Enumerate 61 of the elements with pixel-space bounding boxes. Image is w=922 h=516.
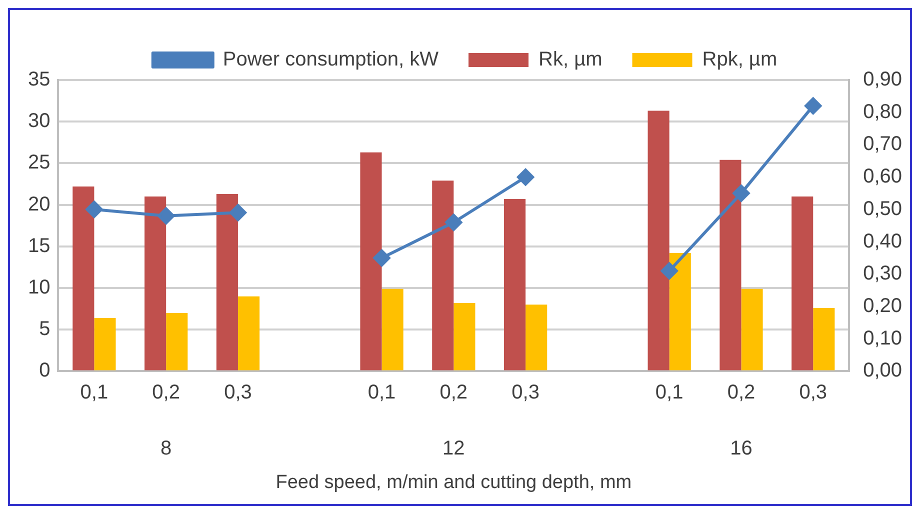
y-tick-label: 15 <box>28 234 50 257</box>
bar <box>432 180 454 370</box>
text: 16 <box>730 438 752 460</box>
point <box>517 168 534 186</box>
bar <box>669 253 691 370</box>
bar <box>720 160 742 370</box>
y-tick-label: 0 <box>39 360 50 382</box>
bar <box>741 288 763 370</box>
legend-label: Rk, µm <box>538 48 602 71</box>
y2-tick-label: 0,10 <box>863 327 902 350</box>
bar <box>238 296 260 370</box>
x-tick-label: 0,1 <box>80 382 108 404</box>
x-tick-label: 0,3 <box>224 382 252 404</box>
x-tick-label: 0,3 <box>799 382 828 404</box>
y-tick-label: 30 <box>28 110 50 132</box>
text: 8 <box>160 438 172 460</box>
y2-tick-label: 0,70 <box>863 133 902 156</box>
text: 12 <box>442 438 465 460</box>
point <box>660 262 678 280</box>
y-tick-label: 35 <box>28 68 50 91</box>
x-tick-label: 0,1 <box>368 382 396 404</box>
legend-label: Rpk, µm <box>702 48 778 71</box>
x-tick-label: 0,1 <box>655 382 684 404</box>
y-tick-label: 10 <box>28 276 50 299</box>
point <box>229 204 246 222</box>
bar <box>72 186 94 370</box>
y-tick-label: 5 <box>39 318 50 340</box>
y-tick-label: 20 <box>28 193 50 216</box>
y2-tick-label: 0,20 <box>863 295 902 318</box>
point <box>86 200 103 218</box>
bar <box>166 312 188 370</box>
bar <box>94 318 116 370</box>
y2-tick-label: 0,60 <box>863 166 902 188</box>
bar <box>382 288 404 370</box>
point <box>445 214 462 231</box>
bar <box>792 196 814 370</box>
bar <box>144 196 166 370</box>
y-tick-label: 25 <box>28 152 50 174</box>
bar <box>648 110 670 370</box>
x-tick-label: 0,3 <box>512 382 540 404</box>
y2-tick-label: 0,30 <box>863 262 902 285</box>
bar <box>454 302 476 370</box>
x-tick-label: 0,2 <box>440 382 468 404</box>
bar <box>360 152 382 370</box>
legend-label: Power consumption, kW <box>222 48 439 71</box>
y2-tick-label: 0,00 <box>863 360 902 382</box>
y2-tick-label: 0,90 <box>863 68 902 91</box>
point <box>158 207 175 224</box>
y2-tick-label: 0,40 <box>863 230 902 252</box>
bar <box>504 198 526 370</box>
x-tick-label: 0,2 <box>152 382 180 404</box>
point <box>804 97 822 114</box>
y2-tick-label: 0,50 <box>863 198 902 220</box>
bar <box>216 194 238 370</box>
x-axis-title: Feed speed, m/min and cutting depth, mm <box>276 472 632 493</box>
point <box>732 184 750 202</box>
bar <box>813 308 835 370</box>
x-tick-label: 0,2 <box>727 382 756 404</box>
bar <box>526 304 548 370</box>
point <box>373 249 390 266</box>
y2-tick-label: 0,80 <box>863 100 902 123</box>
